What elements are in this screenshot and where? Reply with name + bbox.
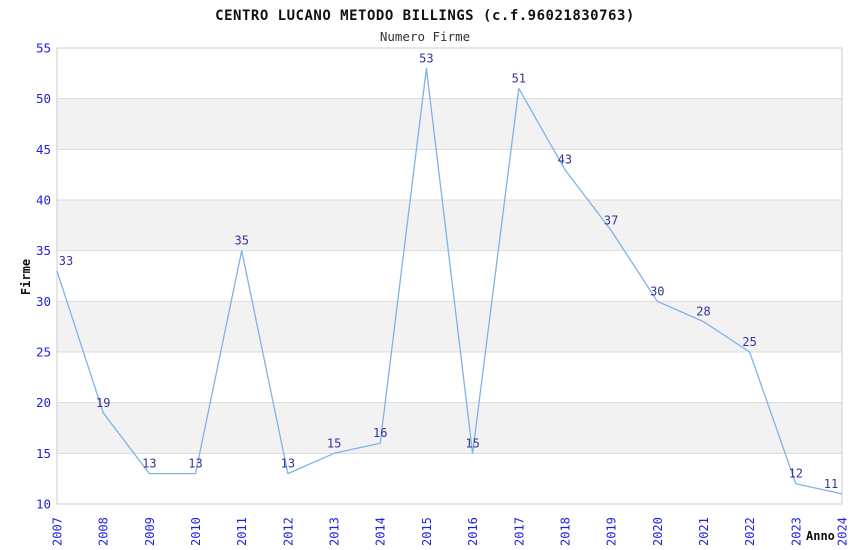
data-label: 33 xyxy=(59,254,73,268)
x-tick-label: 2009 xyxy=(143,517,157,546)
y-tick-label: 35 xyxy=(36,243,51,258)
x-tick-label: 2011 xyxy=(235,517,249,546)
x-tick-label: 2010 xyxy=(189,517,203,546)
plot-band xyxy=(57,98,842,150)
data-label: 43 xyxy=(558,153,572,167)
x-tick-label: 2022 xyxy=(743,517,757,546)
x-tick-label: 2018 xyxy=(558,517,572,546)
x-tick-label: 2007 xyxy=(51,517,65,546)
series-line-layer xyxy=(56,67,843,495)
plot-band xyxy=(57,200,842,251)
x-tick-label: 2012 xyxy=(281,517,295,546)
y-axis-title: Firme xyxy=(19,258,33,296)
y-tick-label: 25 xyxy=(36,345,51,360)
y-tick-label: 50 xyxy=(36,91,51,106)
data-label: 13 xyxy=(188,457,202,471)
data-label: 28 xyxy=(696,305,710,319)
plot-band xyxy=(57,402,842,454)
data-label: 19 xyxy=(96,396,110,410)
plot-band-layer xyxy=(57,98,842,454)
x-tick-label: 2013 xyxy=(328,517,342,546)
data-label-layer: 33 19 13 13 35 13 15 16 53 15 51 43 37 30 28 25 12 11 xyxy=(59,51,838,491)
y-tick-label: 40 xyxy=(36,193,51,208)
x-tick-label: 2015 xyxy=(420,517,434,546)
data-label: 13 xyxy=(281,457,295,471)
chart-subtitle: Numero Firme xyxy=(379,29,471,44)
x-tick-label: 2014 xyxy=(374,517,388,546)
x-tick-label: 2019 xyxy=(605,517,619,546)
x-tick-label: 2020 xyxy=(651,517,665,546)
x-tick-label: 2016 xyxy=(466,517,480,546)
data-label: 25 xyxy=(742,335,756,349)
data-label: 30 xyxy=(650,284,664,298)
x-tick-label: 2021 xyxy=(697,517,711,546)
data-label: 12 xyxy=(789,467,803,481)
plot-band xyxy=(57,301,842,352)
y-tick-label: 30 xyxy=(36,294,51,309)
y-tick-label: 20 xyxy=(36,395,51,410)
data-label: 51 xyxy=(512,72,526,86)
chart-title: CENTRO LUCANO METODO BILLINGS (c.f.96021… xyxy=(215,8,635,24)
data-label: 37 xyxy=(604,213,618,227)
plot-border xyxy=(56,47,843,505)
data-label: 13 xyxy=(142,457,156,471)
x-tick-label: 2008 xyxy=(97,517,111,546)
data-label: 15 xyxy=(327,436,341,450)
y-tick-label: 15 xyxy=(36,446,51,461)
x-tick-label-layer: 2007 2008 2009 2010 2011 2012 2013 2014 2015 2016… xyxy=(51,517,850,546)
x-tick-label: 2024 xyxy=(836,517,850,546)
data-label: 15 xyxy=(465,436,479,450)
x-tick-label: 2023 xyxy=(789,517,803,546)
y-tick-label: 10 xyxy=(36,497,51,512)
series-line xyxy=(56,67,843,495)
x-tick-label: 2017 xyxy=(512,517,526,546)
data-label: 35 xyxy=(234,234,248,248)
data-label: 11 xyxy=(824,477,838,491)
data-label: 16 xyxy=(373,426,387,440)
y-tick-label: 45 xyxy=(36,142,51,157)
y-tick-label: 55 xyxy=(36,41,51,56)
x-axis-title: Anno xyxy=(806,529,835,543)
data-label: 53 xyxy=(419,51,433,65)
y-tick-label-layer: 10 15 20 25 30 35 40 45 50 55 xyxy=(36,41,51,512)
